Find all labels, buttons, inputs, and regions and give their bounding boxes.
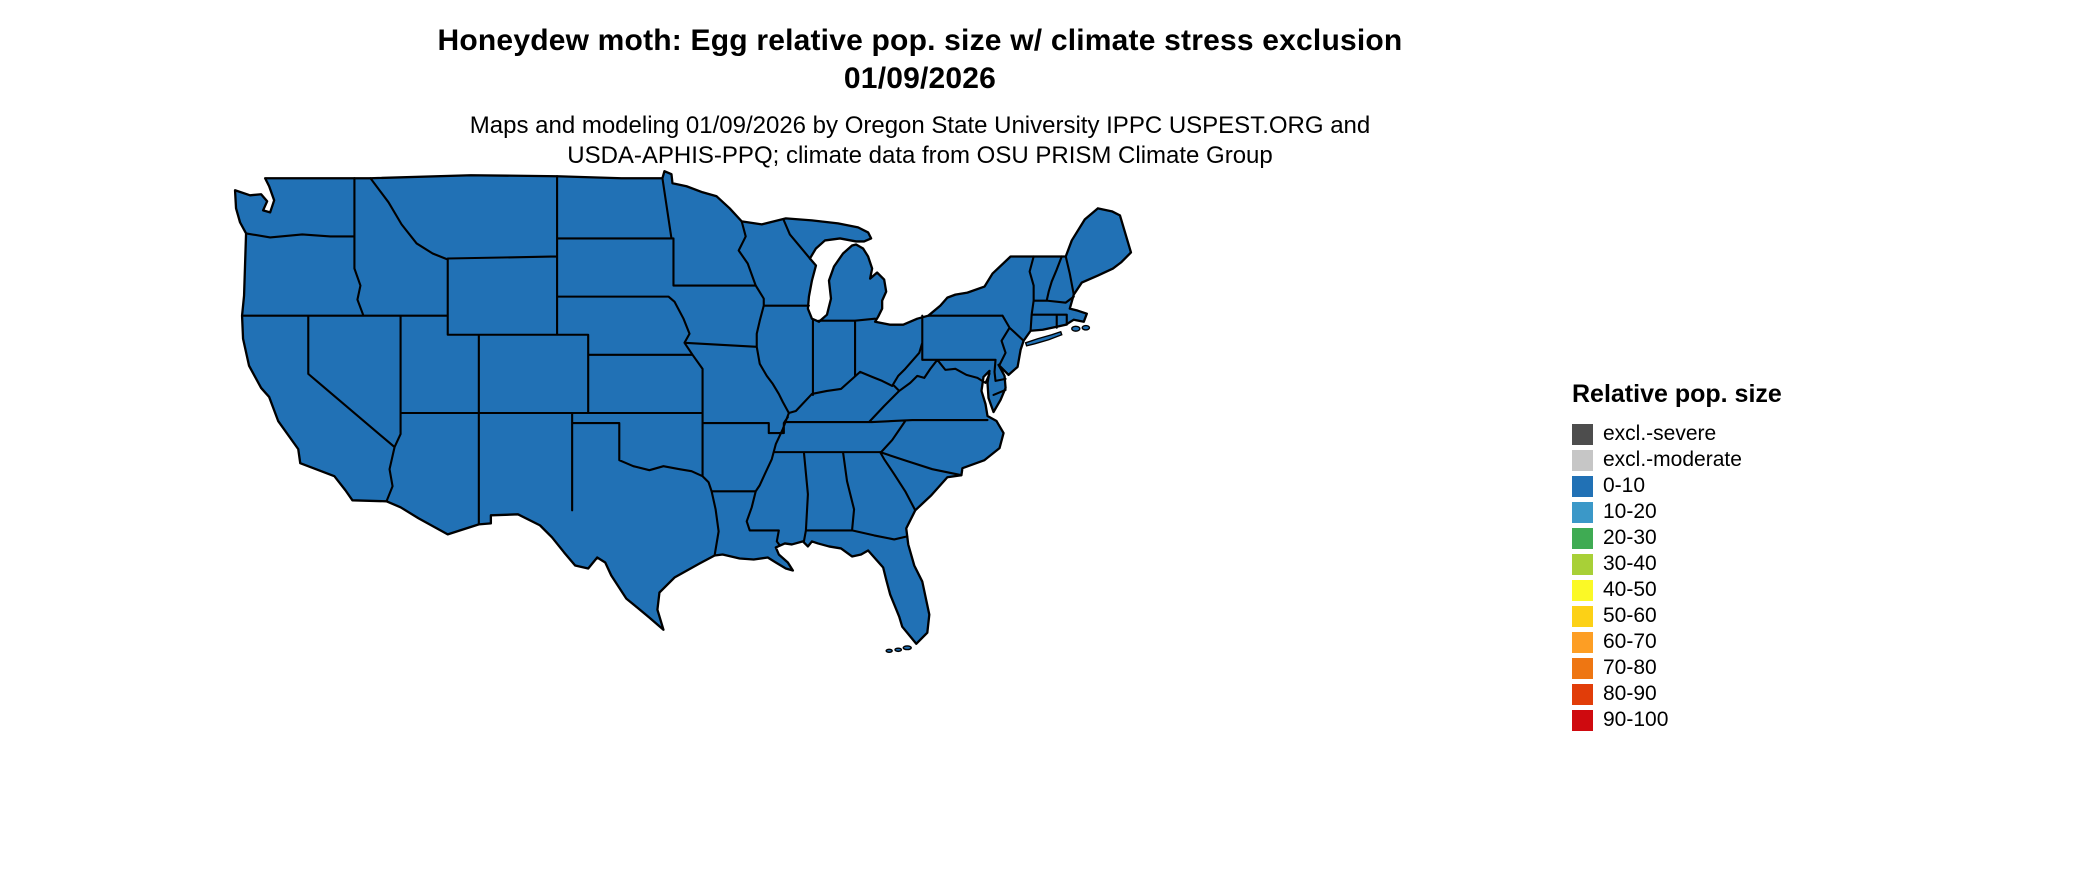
legend-label: 90-100	[1603, 708, 1669, 731]
page-title-line1: Honeydew moth: Egg relative pop. size w/…	[437, 24, 1403, 57]
legend-item: excl.-moderate	[1572, 447, 1832, 473]
legend-label: 10-20	[1603, 500, 1657, 523]
legend-label: excl.-moderate	[1603, 448, 1742, 471]
us-map-svg	[233, 170, 1133, 653]
legend-label: 20-30	[1603, 526, 1657, 549]
legend-label: 70-80	[1603, 656, 1657, 679]
long-island	[1024, 330, 1063, 347]
legend-swatch	[1572, 553, 1593, 575]
state-borders	[241, 175, 1075, 557]
legend-label: 30-40	[1603, 552, 1657, 575]
map-legend: Relative pop. size excl.-severe excl.-mod…	[1572, 380, 1832, 733]
page-subtitle-line1: Maps and modeling 01/09/2026 by Oregon S…	[469, 112, 1371, 139]
legend-item: 90-100	[1572, 707, 1832, 733]
legend-label: excl.-severe	[1603, 422, 1717, 445]
legend-swatch	[1572, 475, 1593, 497]
legend-label: 50-60	[1603, 604, 1657, 627]
legend-item: 10-20	[1572, 499, 1832, 525]
florida-keys-3	[885, 648, 893, 653]
legend-item: 20-30	[1572, 525, 1832, 551]
legend-item: 80-90	[1572, 681, 1832, 707]
legend-label: 60-70	[1603, 630, 1657, 653]
legend-label: 40-50	[1603, 578, 1657, 601]
legend-swatch	[1572, 423, 1593, 445]
marthas-vineyard-island	[1071, 325, 1081, 332]
legend-item: 30-40	[1572, 551, 1832, 577]
legend-swatch	[1572, 683, 1593, 705]
legend-item: 60-70	[1572, 629, 1832, 655]
legend-swatch	[1572, 657, 1593, 679]
page-title-line2: 01/09/2026	[843, 62, 997, 95]
legend-item: excl.-severe	[1572, 421, 1832, 447]
florida-keys-2	[894, 647, 903, 653]
legend-swatch	[1572, 449, 1593, 471]
legend-label: 0-10	[1603, 474, 1646, 497]
legend-item: 40-50	[1572, 577, 1832, 603]
legend-swatch	[1572, 605, 1593, 627]
us-landmass	[233, 170, 1133, 645]
nantucket-island	[1081, 324, 1091, 331]
legend-item: 0-10	[1572, 473, 1832, 499]
legend-label: 80-90	[1603, 682, 1657, 705]
us-choropleth-map	[225, 166, 1140, 658]
legend-title: Relative pop. size	[1572, 380, 1782, 408]
legend-swatch	[1572, 527, 1593, 549]
page-subtitle-line2: USDA-APHIS-PPQ; climate data from OSU PR…	[567, 142, 1273, 169]
legend-swatch	[1572, 631, 1593, 653]
florida-keys-1	[902, 645, 912, 651]
legend-swatch	[1572, 501, 1593, 523]
legend-swatch	[1572, 709, 1593, 731]
legend-items: excl.-severe excl.-moderate 0-10 10-20 20-30…	[1572, 421, 1832, 733]
legend-swatch	[1572, 579, 1593, 601]
legend-item: 70-80	[1572, 655, 1832, 681]
legend-item: 50-60	[1572, 603, 1832, 629]
